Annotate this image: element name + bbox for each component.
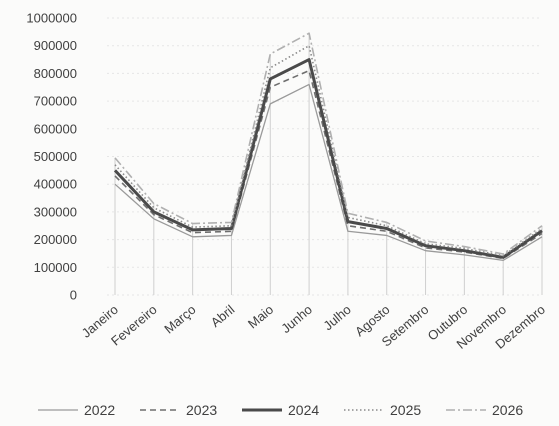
y-tick-label: 1000000 [26,11,77,26]
x-tick-label: Junho [278,302,315,336]
series-line-2022 [114,83,543,262]
y-tick-label: 100000 [34,260,77,275]
y-axis-ticks: 0 100000 200000 300000 400000 500000 600000 700… [26,11,77,303]
y-tick-label: 400000 [34,177,77,192]
y-tick-label: 200000 [34,232,77,247]
x-tick-label: Julho [320,302,353,333]
x-tick-label: Abril [208,302,238,330]
x-tick-label: Maio [245,302,276,332]
y-tick-label: 700000 [34,94,77,109]
y-tick-label: 900000 [34,38,77,53]
series-line-2024 [113,58,543,259]
drop-lines [114,33,543,295]
legend: 2022 2023 2024 2025 2026 [38,402,523,418]
y-tick-label: 0 [70,288,77,303]
legend-label: 2022 [84,402,115,418]
legend-label: 2024 [288,402,319,418]
legend-label: 2026 [492,402,523,418]
y-tick-label: 500000 [34,149,77,164]
y-tick-label: 300000 [34,204,77,219]
legend-label: 2025 [390,402,421,418]
y-tick-label: 600000 [34,121,77,136]
legend-label: 2023 [186,402,217,418]
series-lines [113,32,543,262]
x-tick-label: Março [161,302,198,337]
y-tick-label: 800000 [34,66,77,81]
